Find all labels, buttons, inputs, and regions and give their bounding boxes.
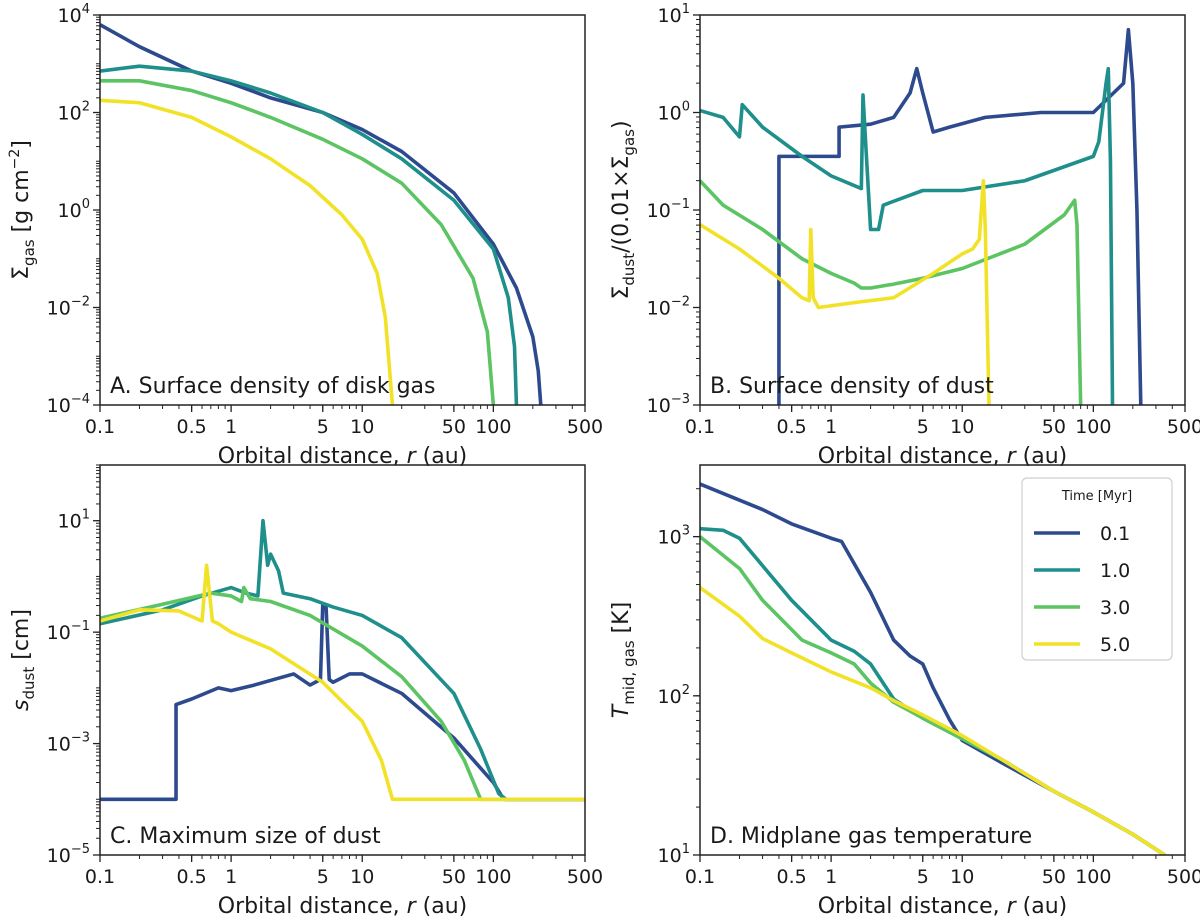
x-tick-label: 0.5 <box>177 416 207 438</box>
panel-b: 0.1 0.5 1 5 10 50 100 500 10−3 10−2 10−1 100 101 B. S… <box>609 2 1200 469</box>
plot-frame <box>99 464 586 856</box>
series-line-3.0 <box>100 79 496 405</box>
plot-frame <box>99 14 586 406</box>
panel-title: A. Surface density of disk gas <box>110 374 436 399</box>
x-tick-label: 10 <box>950 866 974 888</box>
x-tick-label: 1 <box>825 416 837 438</box>
x-tick-label: 100 <box>1075 866 1111 888</box>
y-tick-label: 10−1 <box>47 619 90 644</box>
legend-label: 1.0 <box>1100 560 1130 582</box>
x-tick-label: 1 <box>825 866 837 888</box>
y-tick-label: 10−2 <box>47 295 90 320</box>
x-tick-label: 500 <box>567 416 603 438</box>
legend-label: 3.0 <box>1100 597 1130 619</box>
x-tick-label: 5 <box>317 866 329 888</box>
x-tick-label: 5 <box>917 866 929 888</box>
x-tick-label: 100 <box>475 416 511 438</box>
x-tick-label: 50 <box>442 416 466 438</box>
panel-title: D. Midplane gas temperature <box>710 824 1032 849</box>
y-tick-label: 101 <box>658 842 690 867</box>
x-tick-label: 5 <box>317 416 329 438</box>
series-line-5.0 <box>700 178 991 405</box>
panel-c: 0.1 0.5 1 5 10 50 100 500 10−5 10−3 10−1 101 C. Maxi… <box>9 464 603 919</box>
legend-label: 5.0 <box>1100 634 1130 656</box>
plot-frame <box>699 464 1186 856</box>
series-line-1.0 <box>700 66 1115 405</box>
x-tick-label: 1 <box>225 416 237 438</box>
y-tick-label: 10−3 <box>647 392 690 417</box>
x-tick-label: 50 <box>442 866 466 888</box>
series-line-5.0 <box>700 586 1166 855</box>
series-line-3.0 <box>100 585 585 802</box>
series-line-1.0 <box>100 64 519 405</box>
panel-title: C. Maximum size of dust <box>110 824 381 849</box>
series-line-5.0 <box>100 563 585 802</box>
x-tick-label: 500 <box>1167 416 1200 438</box>
y-tick-label: 10−1 <box>647 197 690 222</box>
panel-a: 0.1 0.5 1 5 10 50 100 500 10−4 10−2 100 102 104 A. Su… <box>7 2 603 469</box>
legend-title: Time [Myr] <box>1061 489 1132 504</box>
y-tick-label: 101 <box>58 508 90 533</box>
y-tick-label: 104 <box>58 2 90 27</box>
x-tick-label: 1 <box>225 866 237 888</box>
y-axis-label: Tmid, gas [K] <box>609 602 638 718</box>
series-line-3.0 <box>700 179 1083 405</box>
y-tick-label: 10−4 <box>47 392 90 417</box>
legend: Time [Myr] 0.1 1.0 3.0 5.0 <box>1021 477 1173 661</box>
y-tick-label: 102 <box>658 683 690 708</box>
x-tick-label: 500 <box>567 866 603 888</box>
y-tick-label: 102 <box>58 100 90 125</box>
x-axis-label: Orbital distance, r (au) <box>218 894 468 919</box>
x-tick-label: 50 <box>1042 866 1066 888</box>
x-tick-label: 0.5 <box>177 866 207 888</box>
y-axis-label: Σgas [g cm−2] <box>7 140 38 280</box>
legend-label: 0.1 <box>1100 523 1130 545</box>
y-tick-label: 100 <box>658 100 690 125</box>
x-tick-label: 0.1 <box>685 416 715 438</box>
x-tick-label: 10 <box>350 866 374 888</box>
panel-title: B. Surface density of dust <box>710 374 994 399</box>
y-axis-label: sdust [cm] <box>9 609 38 711</box>
y-tick-label: 103 <box>658 524 690 549</box>
x-tick-label: 50 <box>1042 416 1066 438</box>
y-tick-label: 100 <box>58 197 90 222</box>
x-tick-label: 5 <box>917 416 929 438</box>
x-tick-label: 10 <box>350 416 374 438</box>
x-tick-label: 10 <box>950 416 974 438</box>
x-tick-label: 500 <box>1167 866 1200 888</box>
y-tick-label: 10−3 <box>47 731 90 756</box>
y-tick-label: 101 <box>658 2 690 27</box>
x-tick-label: 0.1 <box>85 416 115 438</box>
x-tick-label: 0.1 <box>685 866 715 888</box>
x-tick-label: 0.5 <box>777 866 807 888</box>
y-axis-label: Σdust/(0.01×Σgas) <box>609 120 638 299</box>
legend-box <box>1021 477 1173 661</box>
y-tick-label: 10−5 <box>47 842 90 867</box>
series-line-1.0 <box>100 518 585 802</box>
x-tick-label: 100 <box>1075 416 1111 438</box>
series-line-0.1 <box>777 27 1143 405</box>
x-axis-label: Orbital distance, r (au) <box>818 894 1068 919</box>
series-line-0.1 <box>100 23 543 405</box>
x-tick-label: 0.1 <box>85 866 115 888</box>
x-tick-label: 0.5 <box>777 416 807 438</box>
x-tick-label: 100 <box>475 866 511 888</box>
panel-d: 0.1 0.5 1 5 10 50 100 500 101 102 103 D. Midplane g… <box>609 464 1200 919</box>
series-line-5.0 <box>100 98 395 405</box>
y-tick-label: 10−2 <box>647 295 690 320</box>
